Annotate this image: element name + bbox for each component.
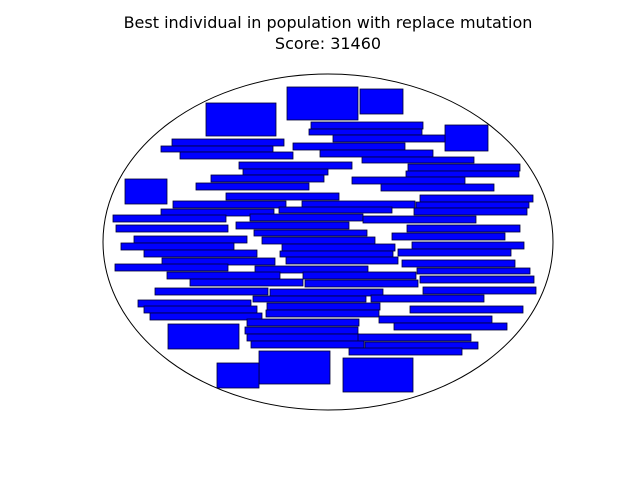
packed-rectangle-13 [171,138,285,147]
packed-rectangle-20 [407,163,521,172]
packed-rectangle-34 [413,207,528,216]
packed-rectangle-60 [189,278,304,287]
packed-rectangle-81 [348,347,463,356]
packed-rectangle-78 [357,333,472,342]
packed-rectangle-76 [244,326,359,335]
packed-rectangle-15 [292,142,406,151]
container-ellipse [102,73,554,411]
packed-rectangle-65 [252,295,367,303]
packed-rectangle-75 [393,322,508,331]
packed-rectangle-56 [416,267,531,275]
packed-rectangle-45 [120,242,235,251]
packed-rectangle-24 [351,176,466,185]
packed-rectangle-46 [281,243,396,252]
packed-rectangle-7 [258,350,331,385]
packed-rectangle-31 [415,201,530,209]
packed-rectangle-48 [143,249,258,258]
packed-rectangle-11 [308,128,423,136]
packed-rectangle-49 [279,250,394,258]
rectangle-layer [112,86,537,393]
packed-rectangle-53 [401,259,516,268]
packed-rectangle-17 [319,149,434,158]
packed-rectangle-2 [286,86,359,121]
chart-title: Best individual in population with repla… [124,13,533,32]
packed-rectangle-64 [422,286,537,295]
packed-rectangle-40 [406,224,521,233]
packed-rectangle-10 [310,121,424,130]
packed-rectangle-71 [409,305,524,314]
packed-rectangle-73 [378,315,493,324]
packed-rectangle-44 [391,232,506,241]
packed-rectangle-54 [114,263,229,272]
packed-rectangle-37 [362,215,477,224]
chart-subtitle: Score: 31460 [275,34,381,53]
packed-rectangle-16 [179,151,294,160]
packed-rectangle-59 [419,275,535,284]
packed-rectangle-41 [253,229,368,237]
packed-rectangle-26 [380,183,495,192]
packed-rectangle-43 [261,236,376,245]
packed-rectangle-12 [332,134,446,143]
packed-rectangle-35 [112,214,227,223]
packed-rectangle-4 [444,124,489,152]
packed-rectangle-72 [149,312,263,321]
packed-rectangle-69 [143,305,258,314]
packed-rectangle-52 [285,256,399,265]
packed-rectangle-22 [405,170,520,178]
packed-rectangle-42 [133,235,248,244]
packed-rectangle-5 [124,178,168,205]
packed-rectangle-61 [304,279,419,288]
packed-rectangle-8 [216,362,260,389]
packed-rectangle-39 [235,221,350,230]
packed-rectangle-77 [246,333,360,342]
packed-rectangle-25 [195,182,310,191]
packed-rectangle-68 [266,302,381,311]
packed-rectangle-18 [361,156,475,164]
packed-rectangle-79 [250,340,365,349]
packed-rectangle-50 [397,248,512,257]
packed-rectangle-63 [269,288,384,297]
packed-rectangle-9 [342,357,414,393]
packed-rectangle-23 [210,174,325,183]
packed-rectangle-27 [225,192,340,201]
packed-rectangle-6 [167,323,240,350]
packed-rectangle-58 [302,271,417,280]
packed-rectangle-57 [166,271,281,280]
packed-rectangle-36 [249,213,364,222]
packed-rectangle-74 [246,318,360,327]
packed-rectangle-14 [160,145,274,153]
packed-rectangle-66 [370,294,485,303]
packed-rectangle-38 [115,224,229,233]
packed-rectangle-19 [238,161,353,170]
packed-rectangle-21 [242,168,329,176]
packed-rectangle-62 [154,287,269,296]
packed-rectangle-29 [172,200,287,209]
packed-rectangle-33 [278,206,393,214]
packed-rectangle-47 [411,241,525,250]
packed-rectangle-28 [419,194,534,203]
packed-rectangle-1 [205,102,277,137]
packed-rectangle-70 [265,309,380,318]
packed-rectangle-3 [359,88,404,115]
